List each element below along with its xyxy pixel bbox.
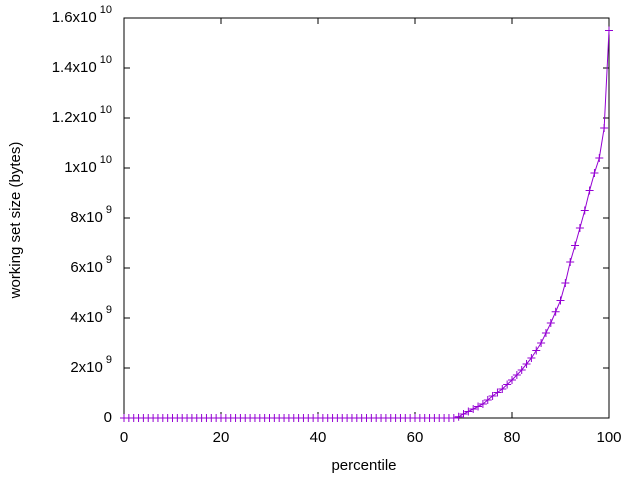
y-tick-label: 1.4x10 10: [52, 54, 112, 76]
y-tick-label: 1x10 10: [64, 154, 112, 176]
y-tick-label: 2x10 9: [70, 354, 112, 376]
y-tick-exponent: 10: [100, 54, 112, 66]
y-tick-exponent: 10: [100, 104, 112, 116]
y-tick-label: 8x10 9: [70, 204, 112, 226]
y-tick-mantissa: 1.6x10: [52, 9, 97, 26]
y-tick-label: 0: [104, 409, 112, 426]
point: [590, 169, 599, 177]
point: [469, 405, 478, 413]
y-tick-exponent: 10: [100, 154, 112, 166]
point: [488, 392, 497, 400]
point: [517, 366, 526, 374]
y-tick-exponent: 9: [106, 254, 112, 266]
point: [532, 346, 541, 355]
point: [503, 380, 512, 389]
point: [537, 339, 546, 347]
point: [595, 154, 604, 162]
x-axis-label: percentile: [331, 457, 396, 474]
point: [512, 371, 521, 379]
point: [575, 224, 584, 232]
point: [464, 407, 473, 416]
point: [546, 319, 555, 327]
y-tick-mantissa: 1x10: [64, 159, 97, 176]
y-tick-exponent: 9: [106, 354, 112, 366]
y-tick-mantissa: 4x10: [70, 309, 103, 326]
y-tick-label: 4x10 9: [70, 304, 112, 326]
point: [454, 412, 463, 421]
point: [551, 307, 560, 316]
point: [522, 360, 531, 368]
point: [478, 400, 487, 408]
y-tick-exponent: 9: [106, 304, 112, 316]
x-tick-label: 40: [310, 429, 327, 446]
point: [585, 186, 594, 195]
point: [580, 206, 589, 215]
point: [483, 396, 492, 404]
y-tick-label: 1.2x10 10: [52, 104, 112, 126]
point: [556, 296, 565, 305]
y-tick-label: 1.6x10 10: [52, 4, 112, 26]
point: [459, 410, 468, 418]
y-tick-exponent: 10: [100, 4, 112, 16]
y-tick-mantissa: 2x10: [70, 359, 103, 376]
y-tick-exponent: 9: [106, 204, 112, 216]
point: [541, 329, 550, 337]
point: [600, 124, 609, 132]
point: [498, 385, 507, 393]
point: [605, 26, 613, 35]
point: [474, 402, 483, 411]
y-tick-mantissa: 6x10: [70, 259, 103, 276]
x-tick-label: 20: [213, 429, 230, 446]
x-tick-label: 100: [596, 429, 621, 446]
point: [508, 376, 516, 384]
point: [571, 241, 580, 250]
point: [493, 388, 502, 397]
y-axis-label: working set size (bytes): [7, 142, 24, 300]
y-tick-mantissa: 1.2x10: [52, 109, 97, 126]
point: [561, 279, 570, 287]
plot-border: [123, 17, 610, 419]
point: [527, 354, 536, 362]
y-tick-mantissa: 8x10: [70, 209, 103, 226]
x-tick-label: 60: [407, 429, 424, 446]
y-tick-label: 6x10 9: [70, 254, 112, 276]
x-tick-label: 80: [504, 429, 521, 446]
series-line: [124, 30, 610, 419]
point: [449, 414, 458, 422]
x-tick-label: 0: [120, 429, 128, 446]
point: [566, 258, 575, 266]
y-tick-mantissa: 1.4x10: [52, 59, 97, 76]
